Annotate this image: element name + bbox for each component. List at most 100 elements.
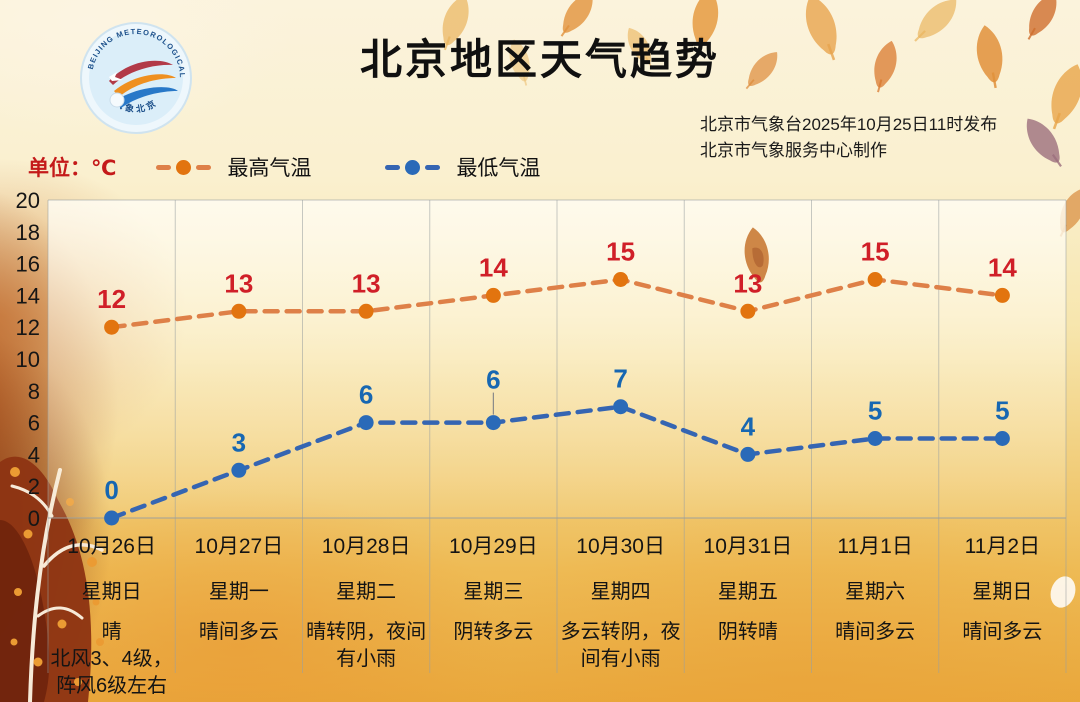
day-date: 11月1日 (837, 535, 913, 558)
logo-bulb (109, 92, 125, 108)
unit-label: 单位：℃ (28, 157, 117, 180)
high-temp-point (485, 287, 501, 303)
leaf-decor (914, 0, 957, 42)
low-temp-legend-marker (385, 159, 441, 175)
high-temp-point (613, 272, 629, 287)
low-temp-value-label: 5 (995, 396, 1009, 426)
day-weekday: 星期二 (336, 581, 397, 603)
day-column: 10月29日 星期三阴转多云 (430, 530, 557, 700)
day-date: 10月31日 (703, 535, 793, 558)
logo-red-swoosh (109, 60, 173, 85)
high-temp-value-label: 13 (352, 268, 381, 298)
y-tick-label: 0 (28, 506, 40, 531)
low-temp-value-label: 7 (613, 364, 627, 394)
high-temp-legend-marker (156, 159, 212, 175)
day-weather: 多云转阴，夜 间有小雨 (560, 621, 681, 670)
day-column: 11月1日星期六晴间多云 (812, 530, 939, 700)
leaf-decor (805, 0, 837, 61)
high-temp-point (867, 272, 883, 287)
low-temp-point (231, 462, 247, 478)
day-date: 10月29日 (449, 535, 538, 558)
leaf-decor (1027, 0, 1057, 40)
low-temp-point (358, 415, 374, 431)
x-axis-day-labels: 10月26日 星期日晴 北风3、4级， 阵风6级左右 10月27日 星期一 晴间多云 10… (48, 530, 1066, 700)
leaf-decor (442, 0, 469, 51)
y-tick-label: 8 (28, 379, 40, 404)
low-temp-value-label: 6 (486, 365, 500, 395)
leaf-decor (560, 0, 593, 37)
high-temp-value-label: 15 (861, 237, 890, 267)
day-column: 10月28日 星期二晴转阴，夜间 有小雨 (303, 530, 430, 700)
high-temp-point (231, 303, 247, 319)
y-tick-label: 18 (16, 220, 40, 245)
leaf-decor (627, 27, 653, 68)
day-weekday: 星期三 (463, 581, 524, 603)
high-temp-value-label: 14 (988, 252, 1017, 282)
issue-info: 北京市气象台2025年10月25日11时发布 北京市气象服务中心制作 (700, 112, 1040, 165)
chart-legend: 单位：℃ 最高气温 最低气温 (28, 152, 540, 182)
white-leaf-spot (1050, 576, 1076, 608)
day-weekday: 星期一 (208, 581, 269, 603)
low-temp-point (994, 431, 1010, 446)
high-temp-value-label: 13 (224, 268, 253, 298)
day-weather: 晴转阴，夜间 有小雨 (306, 621, 427, 670)
day-weekday: 星期四 (590, 581, 651, 603)
low-temp-value-label: 6 (359, 380, 373, 410)
y-tick-label: 20 (16, 188, 40, 213)
high-temp-value-label: 14 (479, 252, 508, 282)
day-weekday: 星期日 (81, 581, 142, 603)
day-weather: 晴间多云 (962, 621, 1043, 643)
day-date: 10月26日 (67, 535, 156, 558)
day-column: 10月30日 星期四多云转阴，夜 间有小雨 (557, 530, 684, 700)
leaf-decor-in-plot (744, 227, 769, 283)
high-temp-line (109, 277, 1005, 330)
leaf-decor (1026, 118, 1062, 167)
day-date: 10月28日 (321, 535, 411, 558)
y-tick-label: 4 (28, 442, 40, 467)
day-weather: 晴 北风3、4级， 阵风6级左右 (50, 621, 173, 697)
leaf-decor (692, 0, 719, 53)
leaf-decor (874, 40, 897, 93)
leaf-decor (976, 25, 1003, 89)
day-weather: 晴间多云 (835, 621, 916, 643)
high-temp-value-label: 13 (733, 268, 762, 298)
page-title: 北京地区天气趋势 (359, 36, 720, 83)
day-column: 10月27日 星期一 晴间多云 (175, 530, 302, 700)
low-temp-value-label: 0 (104, 475, 118, 505)
high-temp-point (994, 287, 1010, 303)
low-temp-line (109, 404, 1005, 521)
leaf-decor (1051, 64, 1080, 130)
met-service-logo: BEIJING METEOROLOGICAL SERVICE 气象北京 (76, 14, 193, 135)
high-temp-point (740, 303, 756, 319)
day-column: 10月31日 星期五阴转晴 (684, 530, 811, 700)
issue-line-1: 北京市气象台2025年10月25日11时发布 (700, 115, 998, 134)
y-tick-label: 14 (16, 283, 40, 308)
day-date: 10月30日 (576, 535, 665, 558)
issue-line-2: 北京市气象服务中心制作 (700, 141, 887, 161)
low-temp-legend-label: 最低气温 (456, 157, 541, 180)
logo-blue-swoosh (113, 87, 178, 108)
y-tick-label: 10 (16, 347, 40, 372)
high-temp-value-label: 15 (606, 237, 635, 267)
day-weather: 晴间多云 (198, 621, 279, 643)
high-temp-point (358, 303, 374, 319)
leaf-decor (745, 52, 778, 90)
low-temp-point (867, 431, 883, 446)
logo-dove (109, 72, 123, 81)
day-weather: 阴转晴 (717, 621, 778, 643)
leaf-decor (509, 39, 530, 86)
low-temp-point (485, 415, 501, 431)
day-column: 10月26日 星期日晴 北风3、4级， 阵风6级左右 (48, 530, 175, 700)
low-temp-point (613, 399, 629, 415)
day-weekday: 星期日 (972, 581, 1033, 603)
low-temp-value-label: 3 (232, 427, 246, 457)
day-weekday: 星期六 (845, 581, 906, 603)
day-weather: 阴转多云 (453, 621, 534, 643)
y-tick-label: 2 (28, 474, 40, 499)
high-temp-value-label: 12 (97, 284, 126, 314)
high-temp-point (104, 319, 120, 335)
day-weekday: 星期五 (717, 581, 778, 603)
y-tick-label: 6 (28, 411, 40, 436)
